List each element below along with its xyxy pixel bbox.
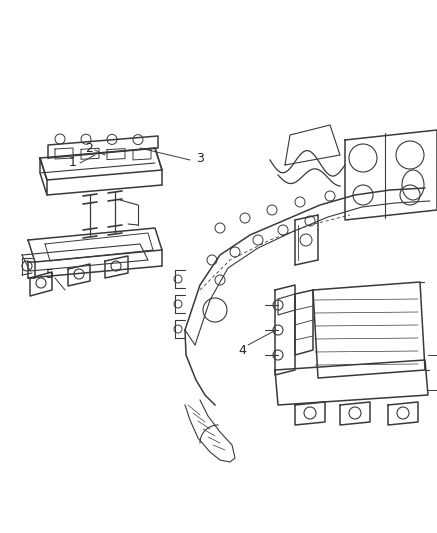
Text: 2: 2: [85, 141, 93, 155]
Text: 4: 4: [238, 343, 246, 357]
Text: 1: 1: [69, 157, 77, 169]
Text: 5: 5: [46, 269, 54, 281]
Text: 3: 3: [196, 151, 204, 165]
